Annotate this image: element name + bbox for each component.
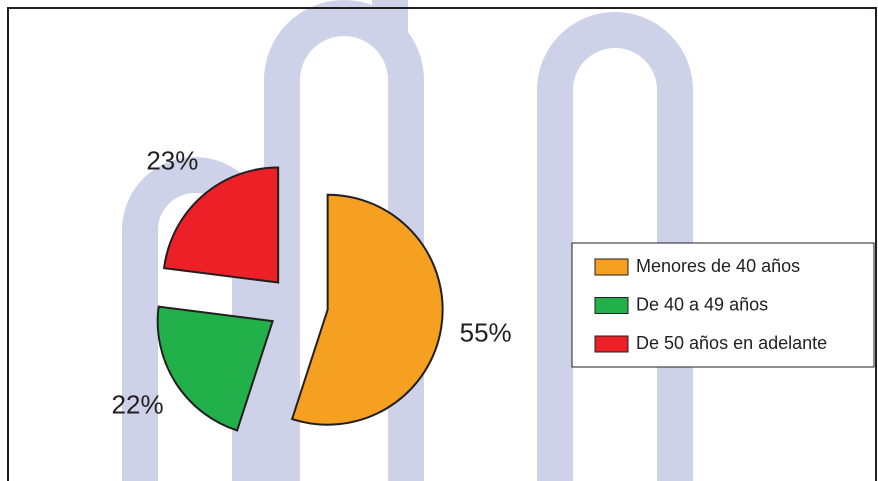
pie-slice [162,166,280,284]
chart-frame [7,7,877,481]
legend-swatch [594,258,629,276]
pie-slice [290,193,444,426]
legend-label: De 40 a 49 años [636,294,768,314]
data-label: 55% [460,318,512,348]
legend-label: Menores de 40 años [636,256,800,276]
data-label: 23% [146,145,198,175]
legend-swatch [594,335,629,353]
legend-swatch [594,297,629,314]
watermark-arch [537,12,693,481]
watermark-arch [264,0,424,481]
legend-label: De 50 años en adelante [636,333,827,353]
pie-slice [156,305,274,432]
data-label: 22% [112,390,164,420]
